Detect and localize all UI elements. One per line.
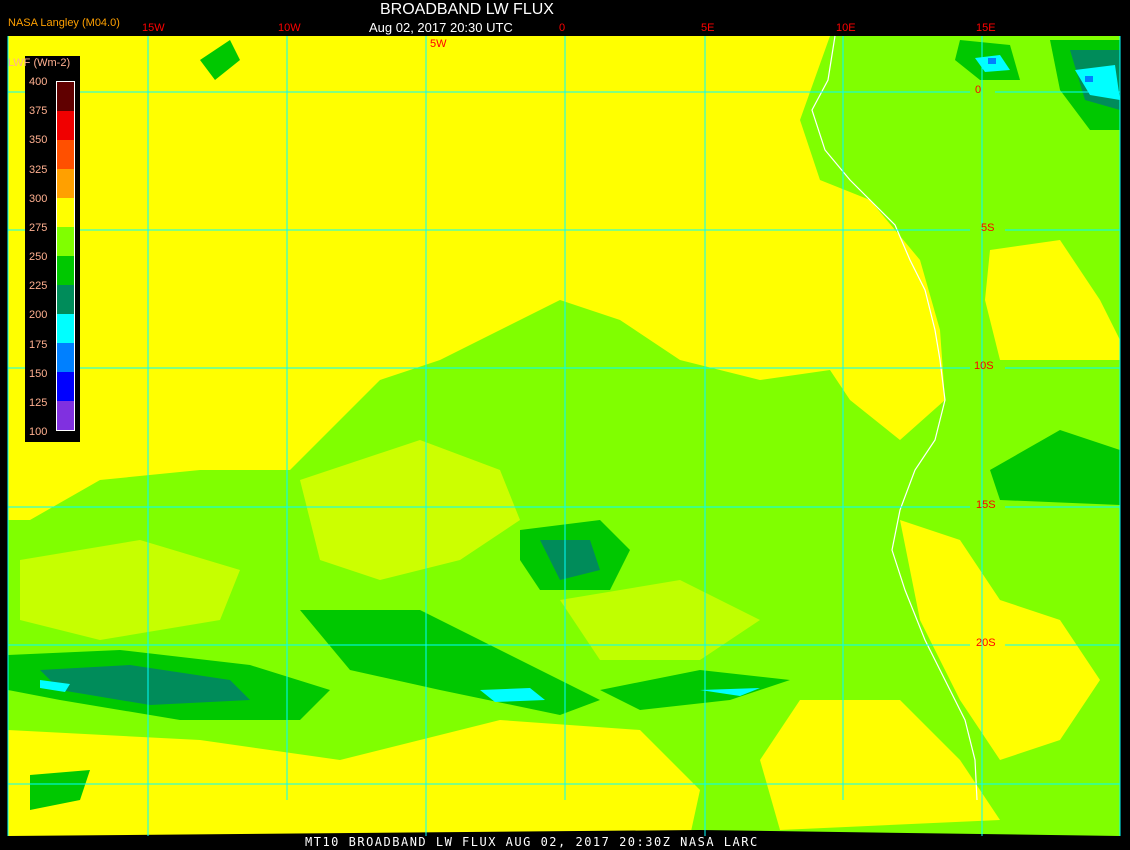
coastline <box>811 35 978 801</box>
colorbar-swatch <box>57 82 74 111</box>
colorbar-tick-label: 125 <box>29 396 48 409</box>
flux-150-175-regions <box>988 58 1093 82</box>
colorbar-swatch <box>57 169 74 198</box>
lat-label: 0 <box>975 84 982 96</box>
colorbar-unit: LWF (Wm-2) <box>8 57 71 69</box>
colorbar-tick-label: 300 <box>29 192 48 205</box>
lat-label: 5S <box>981 222 995 234</box>
flux-275-300-regions <box>8 36 1120 836</box>
footer-caption: MT10 BROADBAND LW FLUX AUG 02, 2017 20:3… <box>305 835 759 849</box>
lon-label: 10E <box>836 22 856 34</box>
colorbar-swatch <box>57 285 74 314</box>
lon-label: 0 <box>559 22 566 34</box>
colorbar-swatch <box>57 140 74 169</box>
colorbar-swatch <box>57 227 74 256</box>
colorbar-swatch <box>57 401 74 430</box>
lat-label: 20S <box>976 637 996 649</box>
credit-label: NASA Langley (M04.0) <box>8 17 120 29</box>
lat-label: 15S <box>976 499 996 511</box>
image-title: BROADBAND LW FLUX <box>380 1 554 18</box>
colorbar-swatch <box>57 256 74 285</box>
colorbar-swatch <box>57 343 74 372</box>
lat-lon-grid <box>7 36 1121 836</box>
lon-label: 10W <box>278 22 301 34</box>
colorbar-tick-label: 175 <box>29 338 48 351</box>
lon-label: 5E <box>701 22 715 34</box>
colorbar-swatch <box>57 372 74 401</box>
colorbar-swatch <box>57 314 74 343</box>
colorbar-tick-label: 325 <box>29 163 48 176</box>
colorbar-tick-label: 375 <box>29 105 48 118</box>
colorbar-tick-label: 225 <box>29 280 48 293</box>
image-timestamp: Aug 02, 2017 20:30 UTC <box>369 20 513 35</box>
map-edge <box>8 830 1120 850</box>
lon-label: 15E <box>976 22 996 34</box>
colorbar-tick-label: 275 <box>29 221 48 234</box>
lat-label: 10S <box>974 360 994 372</box>
flux-175-200-regions <box>40 55 1120 702</box>
colorbar-tick-label: 350 <box>29 134 48 147</box>
lon-label: 5W <box>430 38 447 50</box>
colorbar-tick-label: 100 <box>29 426 48 438</box>
colorbar-tick-label: 400 <box>29 76 48 88</box>
colorbar-swatch <box>57 198 74 227</box>
colorbar-tick-label: 250 <box>29 251 48 263</box>
lon-label: 15W <box>142 22 165 34</box>
colorbar-tick-label: 150 <box>29 367 48 380</box>
colorbar-swatch <box>57 111 74 140</box>
colorbar-tick-label: 200 <box>29 309 48 322</box>
colorbar <box>56 81 75 431</box>
